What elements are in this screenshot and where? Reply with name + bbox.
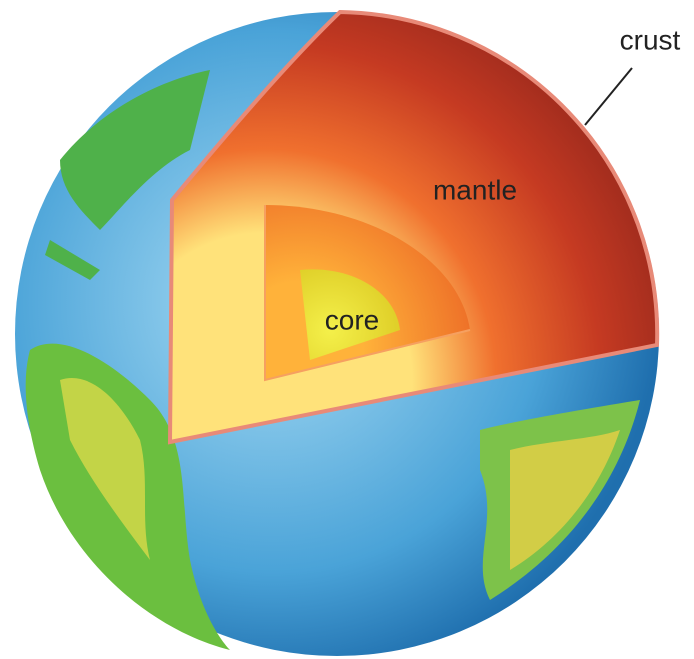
inner-core <box>300 269 400 360</box>
land <box>510 430 620 570</box>
crust-pointer <box>584 67 633 126</box>
land <box>45 240 100 280</box>
core-label: core <box>325 304 379 335</box>
land <box>60 70 210 230</box>
cutaway <box>167 9 660 445</box>
crust-label: crust <box>620 24 681 55</box>
core-edge <box>264 205 471 382</box>
land <box>60 378 150 560</box>
mantle-label: mantle <box>433 174 517 205</box>
